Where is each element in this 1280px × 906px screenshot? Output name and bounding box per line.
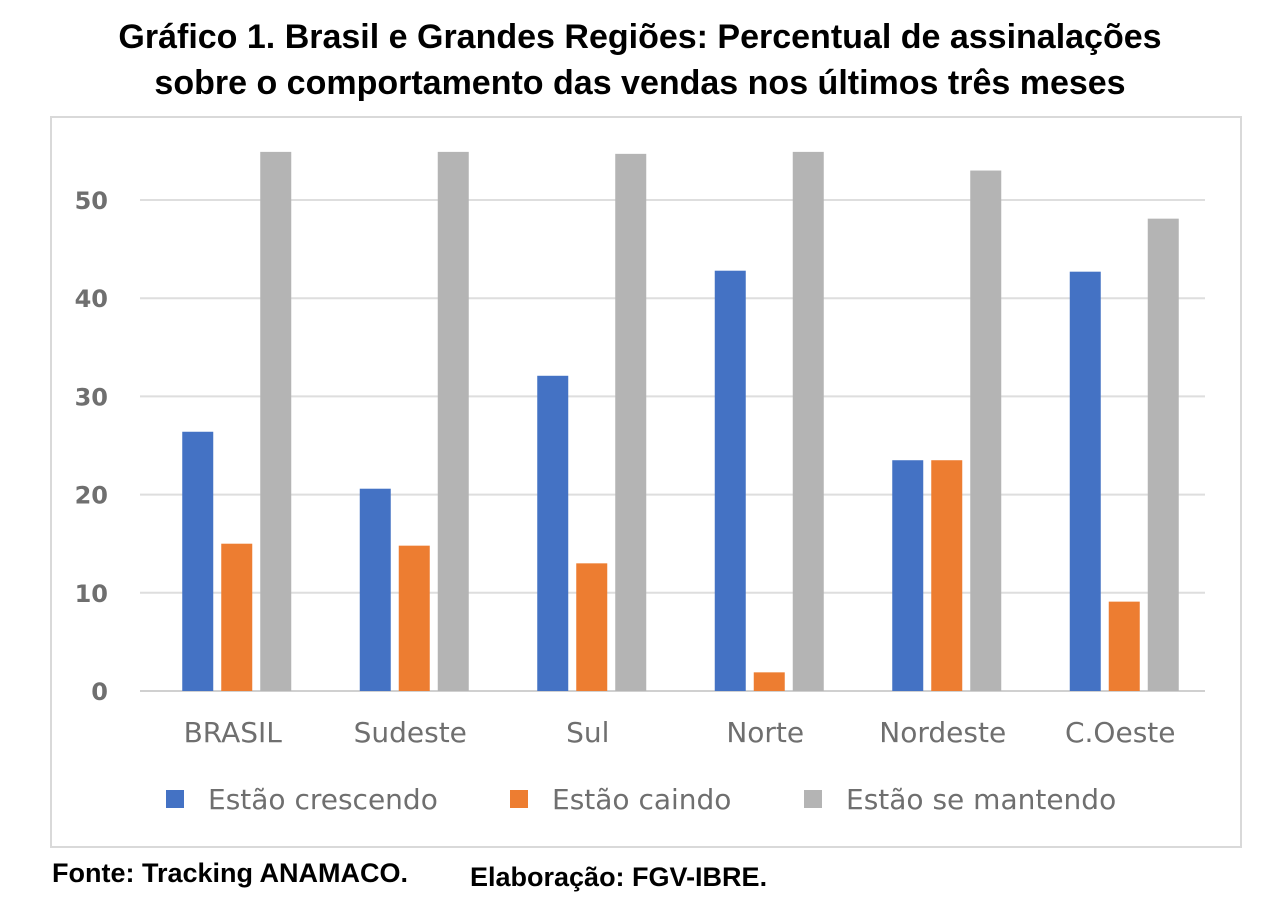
bar-sul-series-2 <box>576 563 608 691</box>
y-tick-label-40: 40 <box>75 285 108 313</box>
x-category-label: C.Oeste <box>1065 716 1176 749</box>
legend-label-2: Estão caindo <box>552 783 731 816</box>
x-category-label: Nordeste <box>879 716 1006 749</box>
chart-title-line-1: Gráfico 1. Brasil e Grandes Regiões: Per… <box>118 18 1162 56</box>
bar-sudeste-series-1 <box>359 488 391 691</box>
bar-nordeste-series-1 <box>892 460 924 691</box>
x-category-label: Sudeste <box>354 716 467 749</box>
bar-c-oeste-series-1 <box>1069 271 1101 691</box>
legend-swatch-2 <box>510 790 528 808</box>
bar-c-oeste-series-2 <box>1108 601 1140 691</box>
footer-source: Fonte: Tracking ANAMACO. <box>52 858 409 888</box>
legend-swatch-1 <box>166 790 184 808</box>
legend-label-3: Estão se mantendo <box>846 783 1116 816</box>
bar-nordeste-series-2 <box>931 460 963 691</box>
bar-c-oeste-series-3 <box>1147 218 1179 691</box>
y-tick-label-10: 10 <box>75 580 108 608</box>
bar-sudeste-series-2 <box>398 545 430 691</box>
bar-brasil-series-3 <box>260 151 292 691</box>
bar-sul-series-1 <box>537 375 569 691</box>
bar-norte-series-3 <box>792 151 824 691</box>
bar-brasil-series-2 <box>221 543 253 691</box>
x-category-label: BRASIL <box>184 716 283 749</box>
y-tick-label-50: 50 <box>75 187 108 215</box>
bar-norte-series-2 <box>753 672 785 691</box>
x-category-label: Norte <box>726 716 804 749</box>
y-tick-label-20: 20 <box>75 482 108 510</box>
y-tick-label-0: 0 <box>91 678 108 706</box>
footer-elaboration: Elaboração: FGV-IBRE. <box>470 862 768 892</box>
x-category-label: Sul <box>566 716 609 749</box>
bar-sudeste-series-3 <box>437 151 469 691</box>
bar-brasil-series-1 <box>182 431 214 691</box>
bar-norte-series-1 <box>714 270 746 691</box>
y-tick-label-30: 30 <box>75 383 108 411</box>
legend-label-1: Estão crescendo <box>208 783 438 816</box>
legend-swatch-3 <box>804 790 822 808</box>
bar-nordeste-series-3 <box>970 170 1002 692</box>
bar-sul-series-3 <box>615 153 647 691</box>
chart-title-line-2: sobre o comportamento das vendas nos últ… <box>154 64 1126 102</box>
chart-title: Gráfico 1. Brasil e Grandes Regiões: Per… <box>0 14 1280 106</box>
